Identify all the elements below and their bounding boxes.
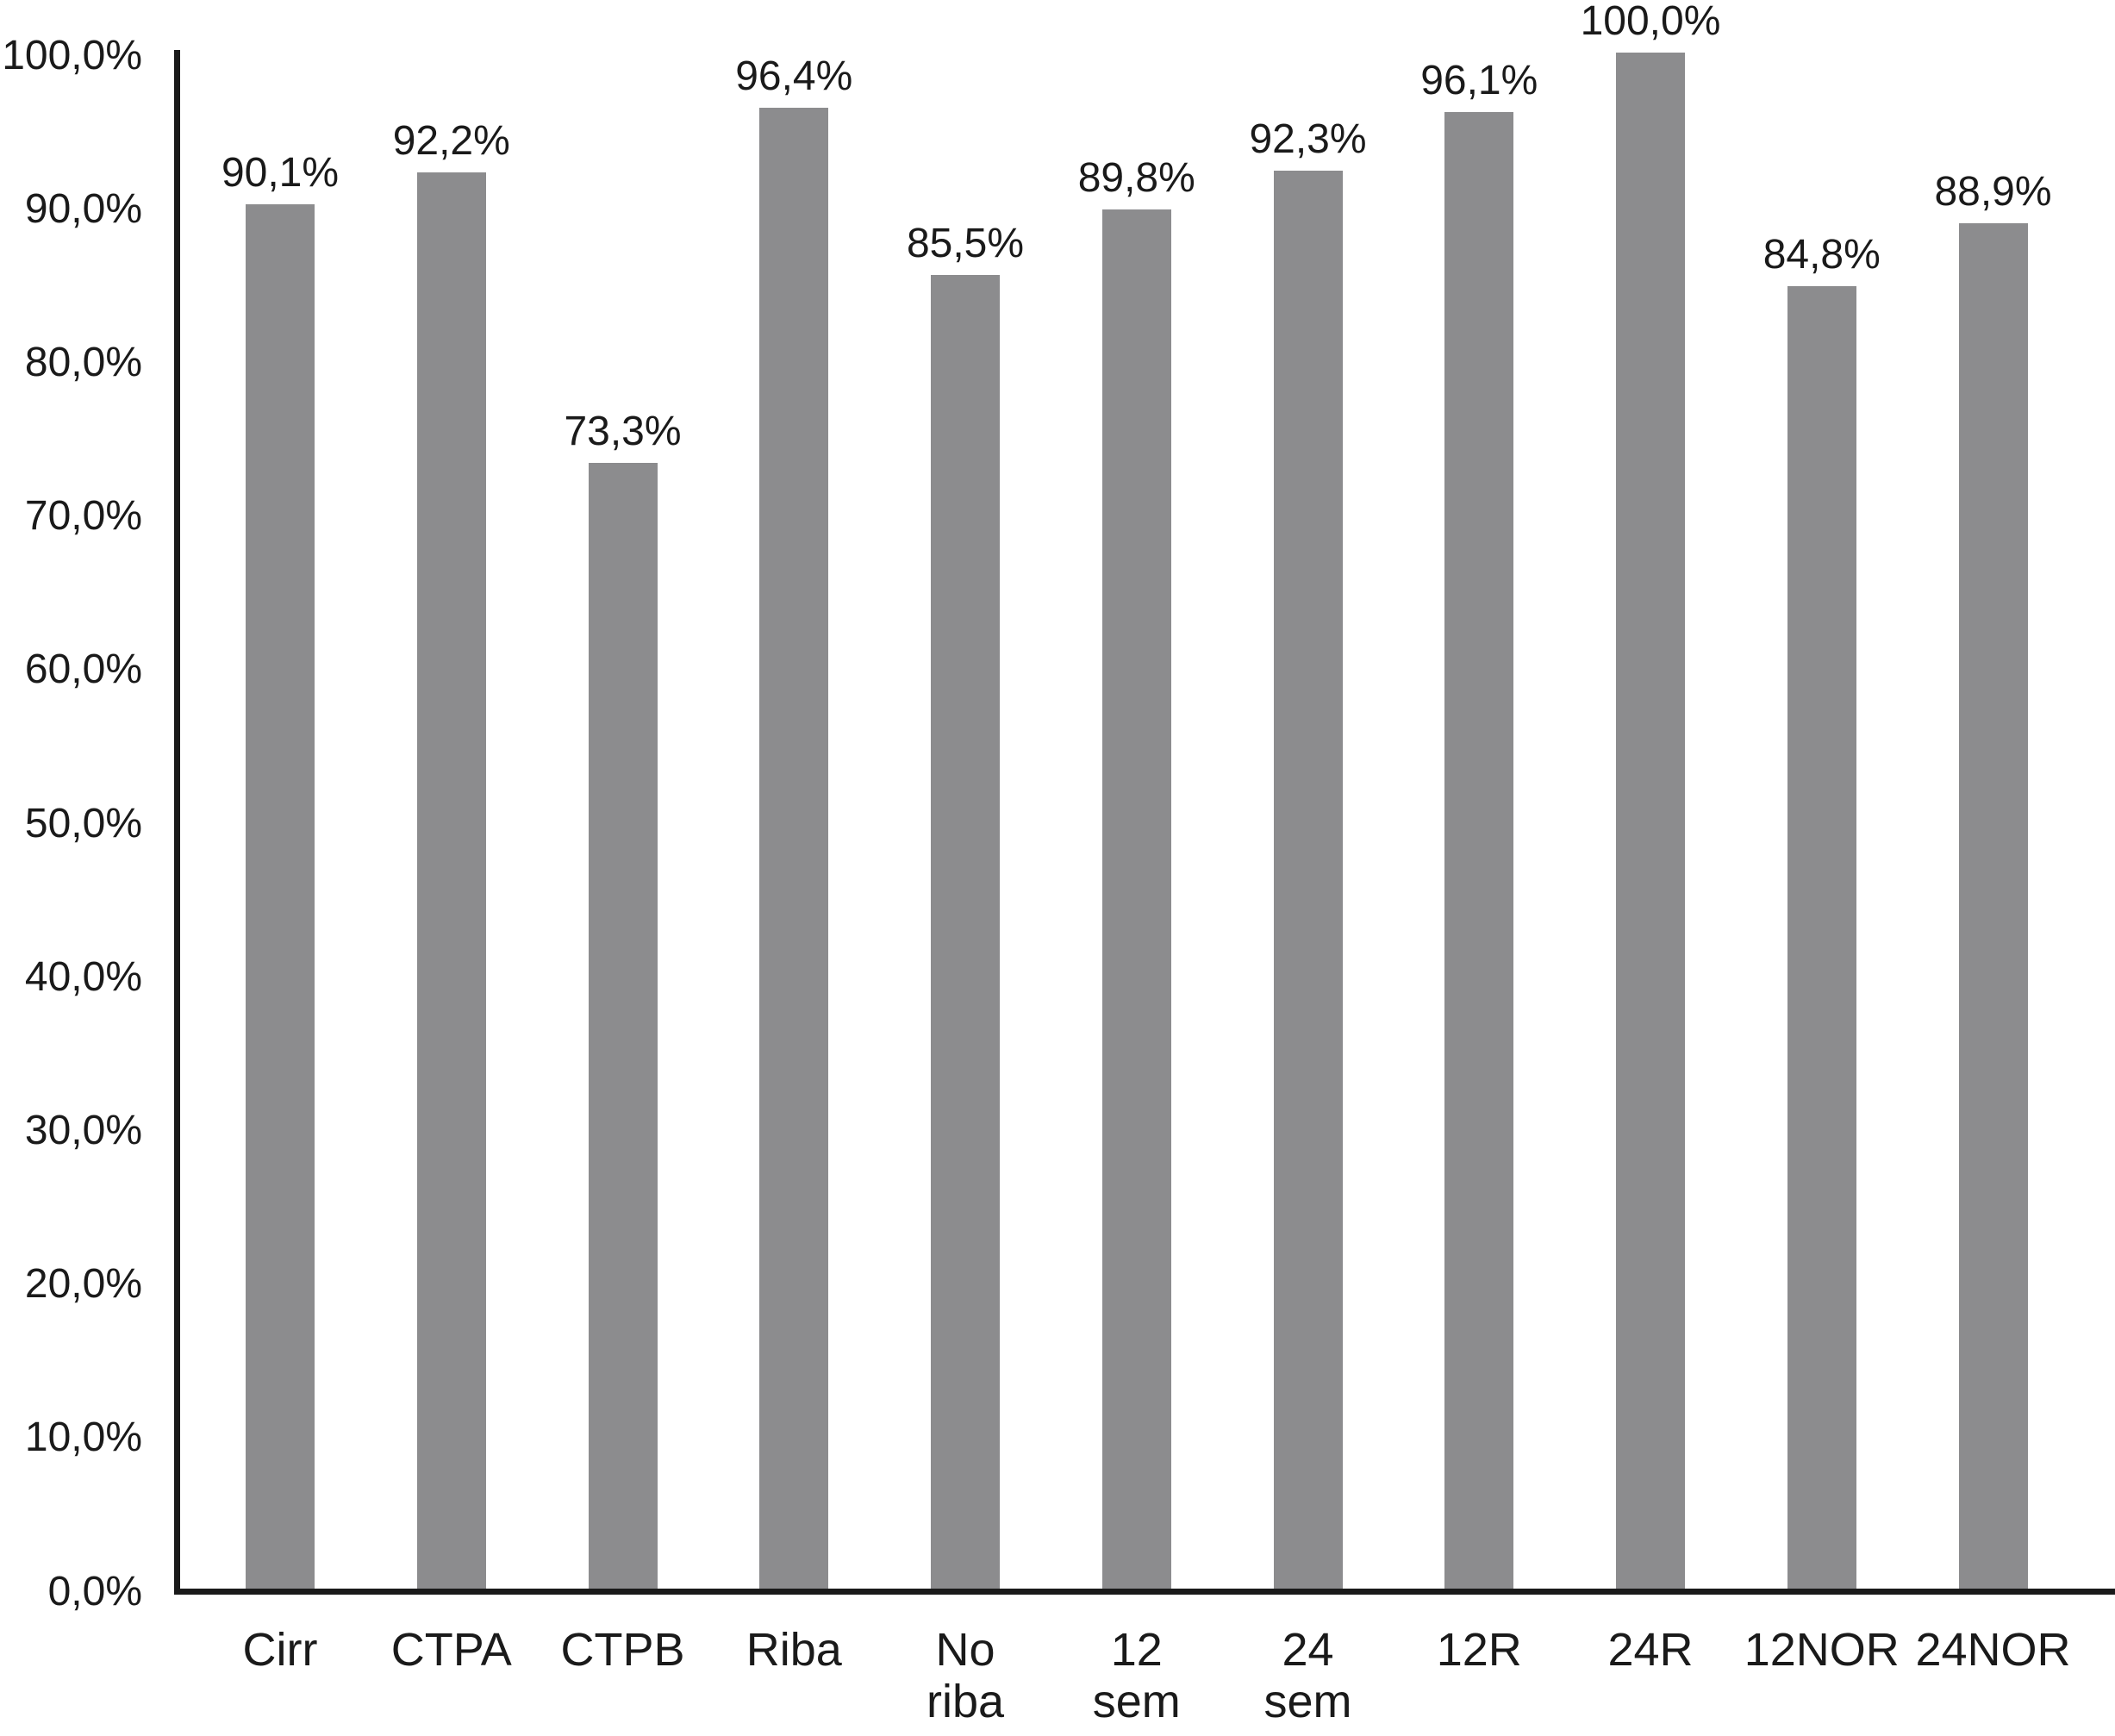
y-tick-label: 90,0% — [24, 185, 142, 232]
bar-value-label: 100,0% — [1580, 0, 1721, 44]
y-tick-label: 30,0% — [24, 1107, 142, 1153]
x-axis-label: Riba — [746, 1624, 842, 1676]
x-axis-label: 24R — [1607, 1624, 1694, 1676]
bar-12-sem — [1101, 209, 1171, 1589]
bar-24-sem — [1273, 171, 1343, 1589]
y-tick-label: 10,0% — [24, 1414, 142, 1461]
bar-value-label: 73,3% — [564, 408, 682, 454]
bar-24r — [1616, 53, 1685, 1589]
y-tick-label: 100,0% — [2, 32, 142, 78]
bar-value-label: 92,3% — [1249, 116, 1367, 163]
bar-riba — [759, 108, 829, 1589]
y-tick-label: 20,0% — [24, 1261, 142, 1308]
bar-value-label: 90,1% — [221, 150, 340, 197]
x-axis-label: 24NOR — [1915, 1624, 2071, 1676]
bar-value-label: 88,9% — [1934, 168, 2052, 215]
x-axis-label: 12R — [1436, 1624, 1522, 1676]
x-axis-label: CTPA — [390, 1624, 512, 1676]
y-tick-label: 80,0% — [24, 339, 142, 385]
y-tick-label: 60,0% — [24, 646, 142, 693]
y-tick-label: 40,0% — [24, 953, 142, 1000]
bar-cirr — [246, 204, 315, 1589]
x-axis-label: 12NOR — [1744, 1624, 1900, 1676]
x-axis-label: CTPB — [560, 1624, 685, 1676]
bar-12nor — [1787, 285, 1856, 1589]
bar-24nor — [1958, 222, 2028, 1589]
bar-ctpa — [416, 172, 486, 1589]
y-axis-line — [174, 50, 180, 1595]
x-axis-label: 24 sem — [1263, 1624, 1352, 1727]
bar-12r — [1444, 112, 1514, 1589]
y-tick-label: 50,0% — [24, 800, 142, 846]
x-axis-label: 12 sem — [1092, 1624, 1181, 1727]
bar-value-label: 89,8% — [1077, 154, 1195, 201]
x-axis-label: Cirr — [242, 1624, 318, 1676]
bar-no-riba — [931, 275, 1000, 1589]
x-axis-line — [174, 1589, 2115, 1595]
bar-value-label: 96,1% — [1420, 58, 1538, 104]
x-axis-label: No riba — [926, 1624, 1005, 1727]
bar-ctpb — [588, 462, 658, 1589]
y-tick-label: 0,0% — [47, 1568, 142, 1614]
bar-value-label: 92,2% — [392, 117, 510, 164]
y-tick-label: 70,0% — [24, 493, 142, 540]
bar-value-label: 96,4% — [735, 53, 853, 100]
bar-value-label: 84,8% — [1762, 231, 1881, 278]
bar-value-label: 85,5% — [906, 221, 1025, 267]
